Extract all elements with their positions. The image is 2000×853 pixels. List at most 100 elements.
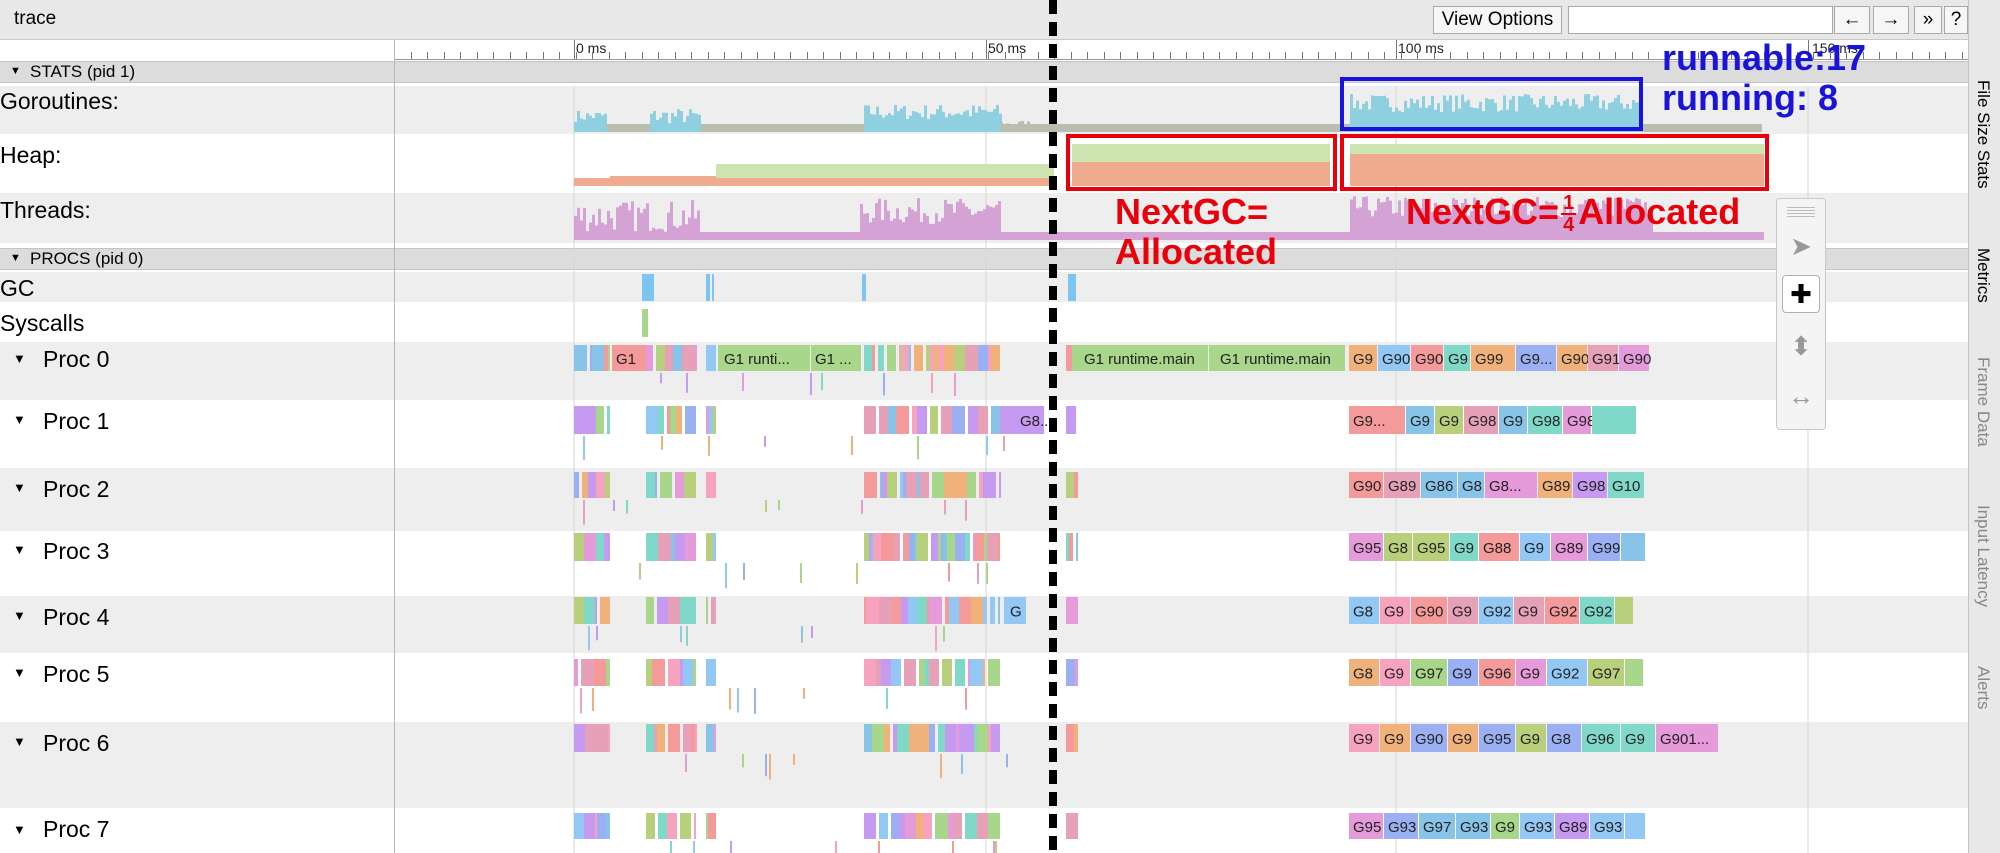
goroutine-slice	[1479, 597, 1513, 624]
ruler-tick	[543, 52, 544, 59]
goroutines-bar	[1350, 94, 1353, 132]
threads-bar	[911, 209, 914, 240]
proc-slice	[965, 533, 970, 561]
palette-grip-handle[interactable]	[1787, 205, 1815, 217]
threads-bar	[893, 218, 896, 240]
help-button[interactable]: ?	[1944, 6, 1968, 34]
expand-triangle-icon[interactable]: ▼	[13, 542, 26, 557]
goroutines-bar	[1437, 103, 1440, 132]
goroutine-slice	[1588, 533, 1620, 561]
pointer-tool-icon[interactable]: ➤	[1790, 230, 1812, 261]
threads-bar	[947, 203, 950, 240]
proc-slice	[930, 406, 938, 434]
side-tab-alerts[interactable]: Alerts	[1974, 666, 1993, 710]
threads-bar	[1605, 203, 1608, 240]
goroutines-bar	[1386, 98, 1389, 132]
zoom-tool-icon[interactable]: ⬍	[1790, 330, 1812, 361]
threads-bar	[1434, 202, 1437, 240]
threads-bar	[670, 201, 673, 240]
collapse-triangle-icon[interactable]: ▼	[10, 65, 21, 77]
proc-slice	[706, 597, 708, 624]
threads-bar	[959, 198, 962, 240]
threads-bar	[956, 201, 959, 240]
proc-slice	[695, 724, 697, 752]
goroutine-slice	[1588, 345, 1618, 371]
side-tab-frame-data[interactable]: Frame Data	[1974, 357, 1993, 447]
pan-tool-icon[interactable]: ✚	[1782, 275, 1820, 313]
ruler-tick	[1533, 52, 1534, 59]
goroutine-slice-label: G93	[1594, 819, 1622, 836]
goroutine-slice-label: G8	[1551, 731, 1571, 748]
search-input[interactable]	[1568, 6, 1833, 34]
expand-triangle-icon[interactable]: ▼	[13, 665, 26, 680]
goroutine-slice	[1516, 345, 1556, 371]
proc-slice	[1066, 533, 1069, 561]
threads-bar	[604, 224, 607, 240]
goroutines-bar	[680, 111, 683, 132]
side-tab-metrics[interactable]: Metrics	[1974, 248, 1993, 303]
goroutines-bar	[1036, 126, 1039, 132]
threads-bar	[1530, 210, 1533, 240]
proc-slice	[598, 724, 608, 752]
threads-bar	[1446, 205, 1449, 240]
goroutines-bar	[948, 113, 951, 132]
ruler-tick	[1137, 52, 1138, 59]
goroutine-slice-label: G90	[1415, 604, 1443, 621]
proc-slice	[945, 724, 956, 752]
proc-slice	[973, 533, 975, 561]
goroutine-slice	[1435, 406, 1463, 434]
ruler-tick	[1863, 52, 1864, 59]
goroutines-bar	[1611, 101, 1614, 132]
goroutine-slice	[1384, 813, 1418, 839]
expand-triangle-icon[interactable]: ▼	[13, 351, 26, 366]
proc-slice	[903, 533, 909, 561]
goroutines-bar	[1407, 107, 1410, 132]
goroutines-bar	[933, 114, 936, 132]
side-tab-input-latency[interactable]: Input Latency	[1974, 505, 1993, 608]
proc-sublane-slice	[861, 500, 863, 514]
goroutine-slice-label: G9	[1503, 413, 1523, 430]
proc-slice	[979, 472, 983, 498]
proc-slice	[954, 472, 967, 498]
mouse-mode-palette[interactable]: ➤ ✚ ⬍ ↔	[1776, 198, 1826, 430]
goroutine-slice	[1514, 597, 1544, 624]
goroutines-bar	[870, 114, 873, 132]
threads-bar	[869, 222, 872, 240]
timing-tool-icon[interactable]: ↔	[1788, 380, 1814, 411]
view-options-button[interactable]: View Options	[1433, 6, 1562, 34]
proc-slice	[646, 533, 658, 561]
goroutines-bar	[975, 112, 978, 132]
time-ruler[interactable]: 0 ms 50 ms 100 ms 150 ms	[394, 40, 1968, 60]
goroutine-slice	[1491, 813, 1519, 839]
side-tab-file-size-stats[interactable]: File Size Stats	[1974, 80, 1993, 189]
goroutines-bar	[891, 115, 894, 132]
goroutines-bar	[1512, 95, 1515, 132]
procs-section-header[interactable]: ▼ PROCS (pid 0)	[0, 248, 1968, 270]
threads-bar	[1500, 197, 1503, 240]
threads-bar	[1362, 196, 1365, 240]
threads-bar	[601, 222, 604, 240]
expand-options-button[interactable]: »	[1914, 6, 1942, 34]
goroutines-gray-band	[574, 124, 1762, 132]
ruler-tick	[1104, 52, 1105, 59]
ruler-tick	[1153, 52, 1154, 59]
previous-result-button[interactable]: ←	[1834, 6, 1870, 34]
ruler-tick	[1351, 52, 1352, 59]
collapse-triangle-icon[interactable]: ▼	[10, 252, 21, 264]
goroutines-bar	[1443, 95, 1446, 132]
ruler-tick	[1467, 52, 1468, 59]
goroutines-bar	[580, 118, 583, 132]
proc-slice	[884, 724, 890, 752]
expand-triangle-icon[interactable]: ▼	[13, 608, 26, 623]
goroutine-slice	[811, 345, 861, 371]
heap-allocated-area	[610, 176, 716, 186]
expand-triangle-icon[interactable]: ▼	[13, 734, 26, 749]
expand-triangle-icon[interactable]: ▼	[13, 480, 26, 495]
goroutine-slice	[1464, 406, 1498, 434]
label-column-divider[interactable]	[394, 40, 395, 853]
expand-triangle-icon[interactable]: ▼	[13, 412, 26, 427]
heap-nextgc-area	[716, 164, 1054, 178]
expand-triangle-icon[interactable]: ▼	[13, 822, 26, 837]
next-result-button[interactable]: →	[1873, 6, 1909, 34]
